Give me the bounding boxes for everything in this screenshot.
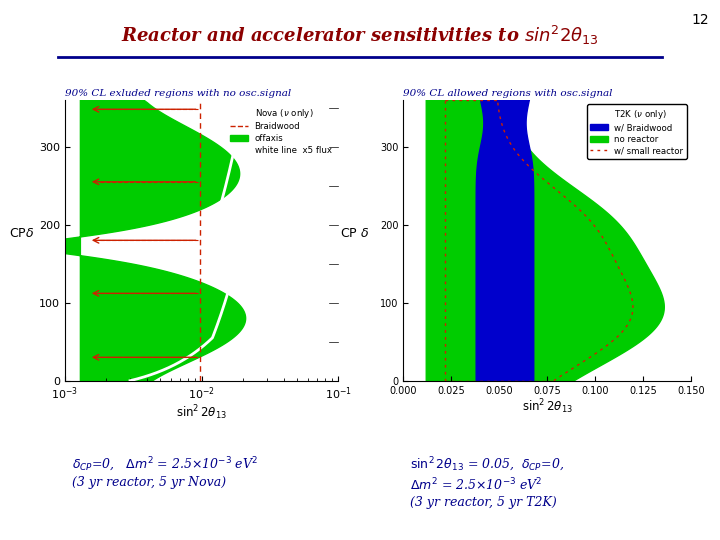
- Text: $\sin^22\theta_{13}$ = 0.05,  $\delta_{CP}$=0,
$\Delta m^2$ = 2.5$\times$10$^{-3: $\sin^22\theta_{13}$ = 0.05, $\delta_{CP…: [410, 456, 564, 509]
- Text: 90% CL allowed regions with osc.signal: 90% CL allowed regions with osc.signal: [403, 89, 613, 98]
- Legend: Nova ($\nu$ only), Braidwood, offaxis, white line  x5 flux: Nova ($\nu$ only), Braidwood, offaxis, w…: [228, 104, 334, 157]
- Y-axis label: CP $\delta$: CP $\delta$: [340, 227, 369, 240]
- Polygon shape: [426, 100, 665, 381]
- Y-axis label: CP$\delta$: CP$\delta$: [9, 227, 35, 240]
- Text: $\delta_{CP}$=0,   $\Delta m^2$ = 2.5$\times$10$^{-3}$ eV$^2$
(3 yr reactor, 5 y: $\delta_{CP}$=0, $\Delta m^2$ = 2.5$\tim…: [72, 456, 258, 489]
- Legend: T2K ($\nu$ only), w/ Braidwood, no reactor, w/ small reactor: T2K ($\nu$ only), w/ Braidwood, no react…: [587, 104, 687, 159]
- X-axis label: $\sin^{2}2\theta_{13}$: $\sin^{2}2\theta_{13}$: [176, 403, 227, 422]
- Text: 12: 12: [692, 14, 709, 28]
- Polygon shape: [476, 100, 534, 381]
- X-axis label: $\sin^{2}2\theta_{13}$: $\sin^{2}2\theta_{13}$: [522, 397, 572, 416]
- Text: Reactor and accelerator sensitivities to $\mathit{sin^22\theta_{13}}$: Reactor and accelerator sensitivities to…: [121, 24, 599, 48]
- Polygon shape: [29, 100, 246, 381]
- Text: 90% CL exluded regions with no osc.signal: 90% CL exluded regions with no osc.signa…: [65, 89, 291, 98]
